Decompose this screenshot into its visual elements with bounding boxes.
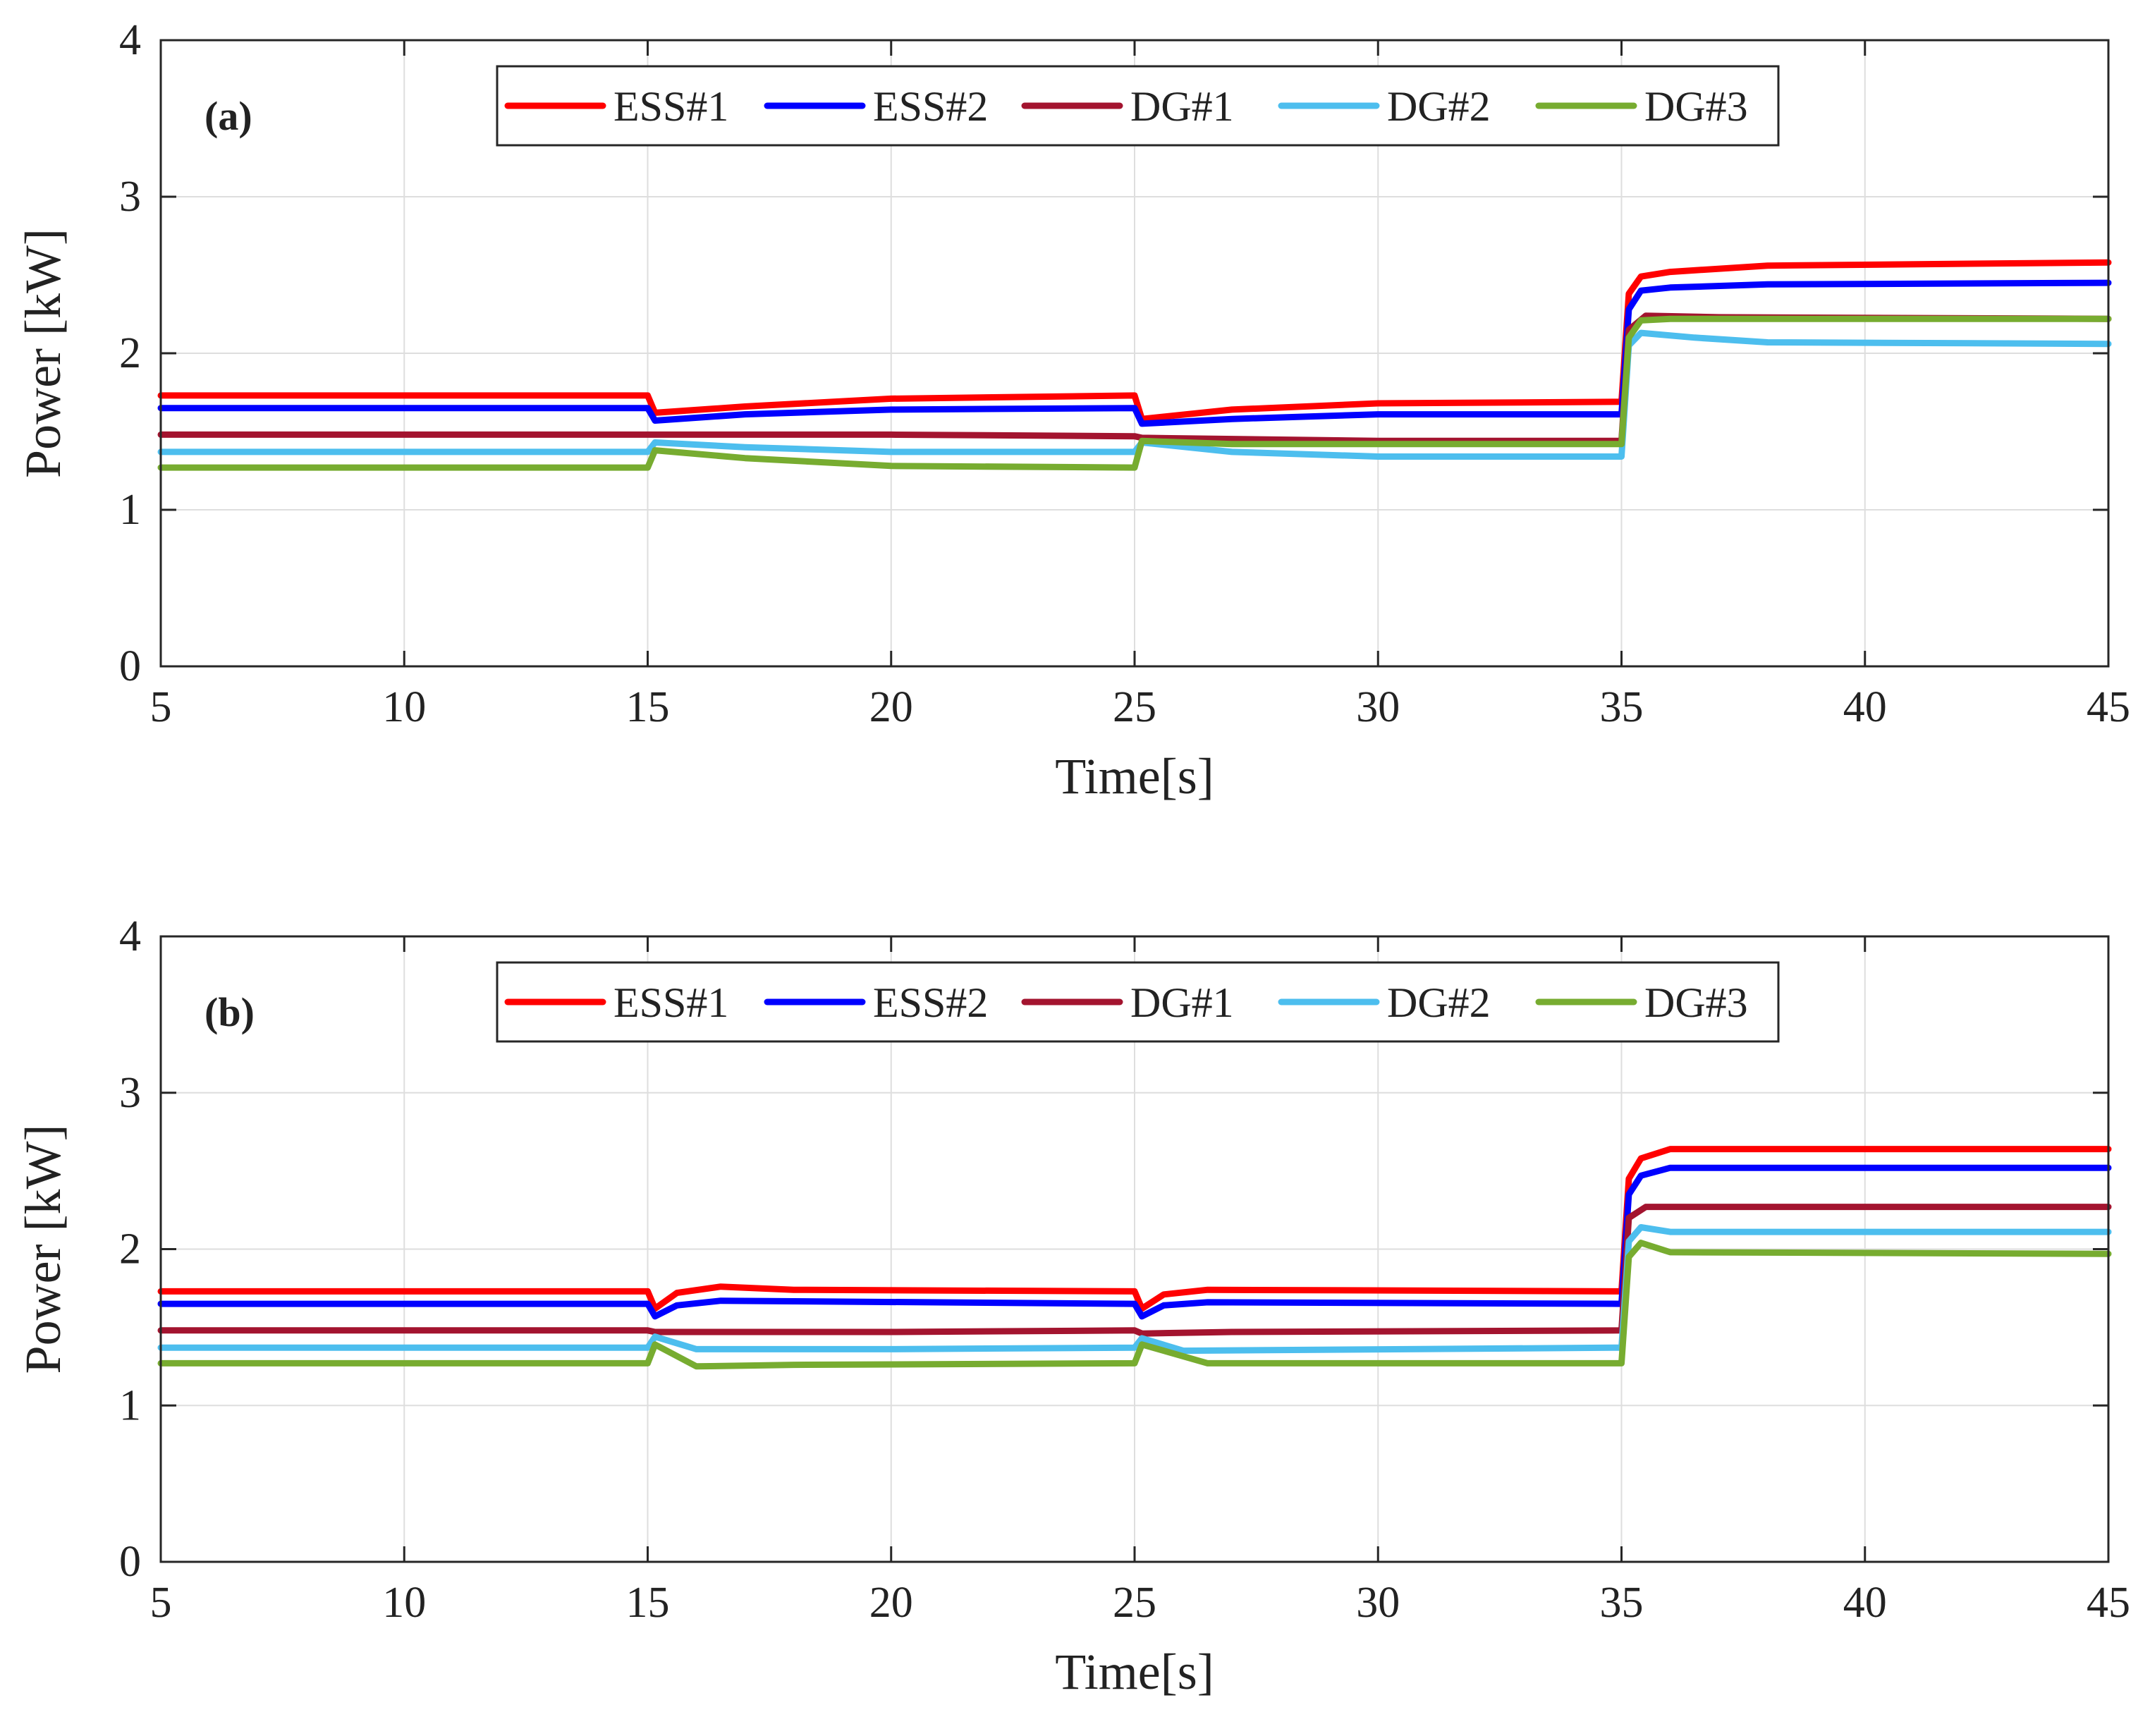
x-tick-label: 35 <box>1600 1579 1644 1627</box>
legend-label: ESS#1 <box>613 979 728 1026</box>
series-line-dg2 <box>157 329 2112 460</box>
series-line-ess2 <box>157 1164 2112 1320</box>
legend: ESS#1 ESS#2 DG#1 DG#2 DG#3 <box>496 65 1780 147</box>
x-tick-label: 25 <box>1113 1579 1156 1627</box>
legend-label: DG#3 <box>1644 83 1748 130</box>
chart-panel-1: 5 10 15 20 25 30 35 40 45 0 1 2 3 4 Time[s] Power [kW] (… <box>15 912 2130 1700</box>
x-axis-label: Time[s] <box>1055 1644 1214 1700</box>
y-tick-label: 4 <box>119 912 141 960</box>
legend-label: ESS#2 <box>873 83 988 130</box>
x-tick-label: 5 <box>150 1579 172 1627</box>
y-tick-label: 4 <box>119 16 141 64</box>
y-tick-label: 3 <box>119 173 141 221</box>
legend-label: ESS#1 <box>613 83 728 130</box>
x-tick-label: 25 <box>1113 683 1156 731</box>
x-tick-label: 35 <box>1600 683 1644 731</box>
y-tick-label: 1 <box>119 1381 141 1429</box>
legend-label: DG#3 <box>1644 979 1748 1026</box>
x-tick-label: 10 <box>382 683 426 731</box>
y-axis-label: Power [kW] <box>15 228 71 478</box>
x-tick-label: 15 <box>626 683 670 731</box>
x-tick-label: 10 <box>382 1579 426 1627</box>
legend-label: DG#1 <box>1130 83 1234 130</box>
x-tick-label: 40 <box>1843 1579 1887 1627</box>
series-line-dg1 <box>157 1204 2112 1337</box>
series-line-dg2 <box>157 1224 2112 1355</box>
x-tick-label: 45 <box>2087 1579 2130 1627</box>
x-tick-label: 30 <box>1356 1579 1400 1627</box>
series-line-dg1 <box>157 312 2112 444</box>
y-tick-label: 2 <box>119 329 141 377</box>
series-line-ess1 <box>157 1146 2112 1312</box>
legend-label: DG#2 <box>1387 979 1491 1026</box>
chart-panel-0: 5 10 15 20 25 30 35 40 45 0 1 2 3 4 Time[s] Power [kW] (… <box>15 16 2130 805</box>
x-tick-label: 40 <box>1843 683 1887 731</box>
x-tick-label: 45 <box>2087 683 2130 731</box>
series-line-ess1 <box>157 259 2112 422</box>
series-line-dg3 <box>157 315 2112 471</box>
x-axis-label: Time[s] <box>1055 748 1214 805</box>
x-tick-label: 5 <box>150 683 172 731</box>
x-tick-label: 20 <box>869 1579 913 1627</box>
y-tick-label: 0 <box>119 1538 141 1586</box>
legend-box <box>496 65 1780 147</box>
y-tick-label: 0 <box>119 642 141 690</box>
x-tick-label: 15 <box>626 1579 670 1627</box>
panel-label: (b) <box>204 989 255 1035</box>
legend-label: DG#2 <box>1387 83 1491 130</box>
series-line-ess2 <box>157 279 2112 427</box>
legend-label: ESS#2 <box>873 979 988 1026</box>
y-tick-label: 3 <box>119 1069 141 1117</box>
x-tick-label: 30 <box>1356 683 1400 731</box>
y-axis-label: Power [kW] <box>15 1125 71 1374</box>
y-tick-label: 2 <box>119 1225 141 1273</box>
y-tick-label: 1 <box>119 486 141 534</box>
series-line-dg3 <box>157 1240 2112 1370</box>
legend-label: DG#1 <box>1130 979 1234 1026</box>
legend: ESS#1 ESS#2 DG#1 DG#2 DG#3 <box>496 961 1780 1043</box>
panel-label: (a) <box>204 93 252 139</box>
x-tick-label: 20 <box>869 683 913 731</box>
